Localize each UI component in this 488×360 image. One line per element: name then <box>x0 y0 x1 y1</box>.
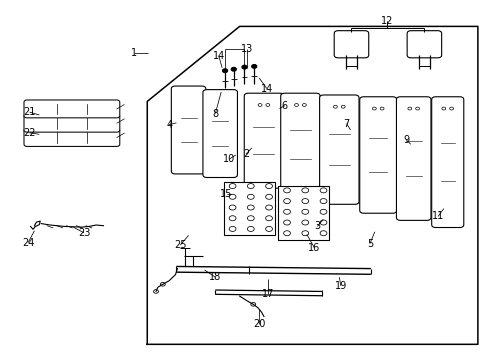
FancyBboxPatch shape <box>24 100 120 118</box>
Text: 6: 6 <box>281 101 287 111</box>
FancyBboxPatch shape <box>171 86 205 174</box>
Text: 22: 22 <box>23 128 36 138</box>
FancyBboxPatch shape <box>280 93 320 195</box>
Text: 5: 5 <box>366 239 372 249</box>
Text: 20: 20 <box>252 319 264 329</box>
Circle shape <box>242 65 246 69</box>
FancyBboxPatch shape <box>24 114 120 132</box>
Text: 12: 12 <box>380 16 392 26</box>
Circle shape <box>251 64 256 68</box>
Text: 7: 7 <box>343 118 349 129</box>
FancyBboxPatch shape <box>407 31 441 58</box>
FancyBboxPatch shape <box>203 90 237 177</box>
Text: 25: 25 <box>174 240 186 250</box>
FancyBboxPatch shape <box>333 31 368 58</box>
Text: 14: 14 <box>260 84 272 94</box>
Text: 14: 14 <box>212 51 224 61</box>
Text: 10: 10 <box>223 154 235 164</box>
Text: 9: 9 <box>403 135 408 145</box>
Text: 23: 23 <box>78 228 90 238</box>
Bar <box>278 186 329 240</box>
Circle shape <box>231 67 236 71</box>
Text: 8: 8 <box>212 109 218 118</box>
Text: 18: 18 <box>209 272 221 282</box>
FancyBboxPatch shape <box>359 97 396 213</box>
Text: 4: 4 <box>166 120 172 130</box>
Text: 16: 16 <box>308 243 320 253</box>
Text: 21: 21 <box>23 107 36 117</box>
Text: 17: 17 <box>261 289 273 298</box>
Text: 2: 2 <box>243 149 248 159</box>
FancyBboxPatch shape <box>431 97 463 228</box>
FancyBboxPatch shape <box>244 93 283 188</box>
Text: 11: 11 <box>431 211 443 221</box>
Text: 3: 3 <box>314 221 320 231</box>
Text: 19: 19 <box>334 281 346 291</box>
FancyBboxPatch shape <box>396 97 430 220</box>
Text: 13: 13 <box>240 44 252 54</box>
FancyBboxPatch shape <box>24 129 120 147</box>
Circle shape <box>222 69 227 72</box>
FancyBboxPatch shape <box>319 95 358 204</box>
Text: 15: 15 <box>220 189 232 199</box>
Text: 24: 24 <box>22 238 34 248</box>
Text: 1: 1 <box>130 48 137 58</box>
Bar <box>224 182 274 235</box>
